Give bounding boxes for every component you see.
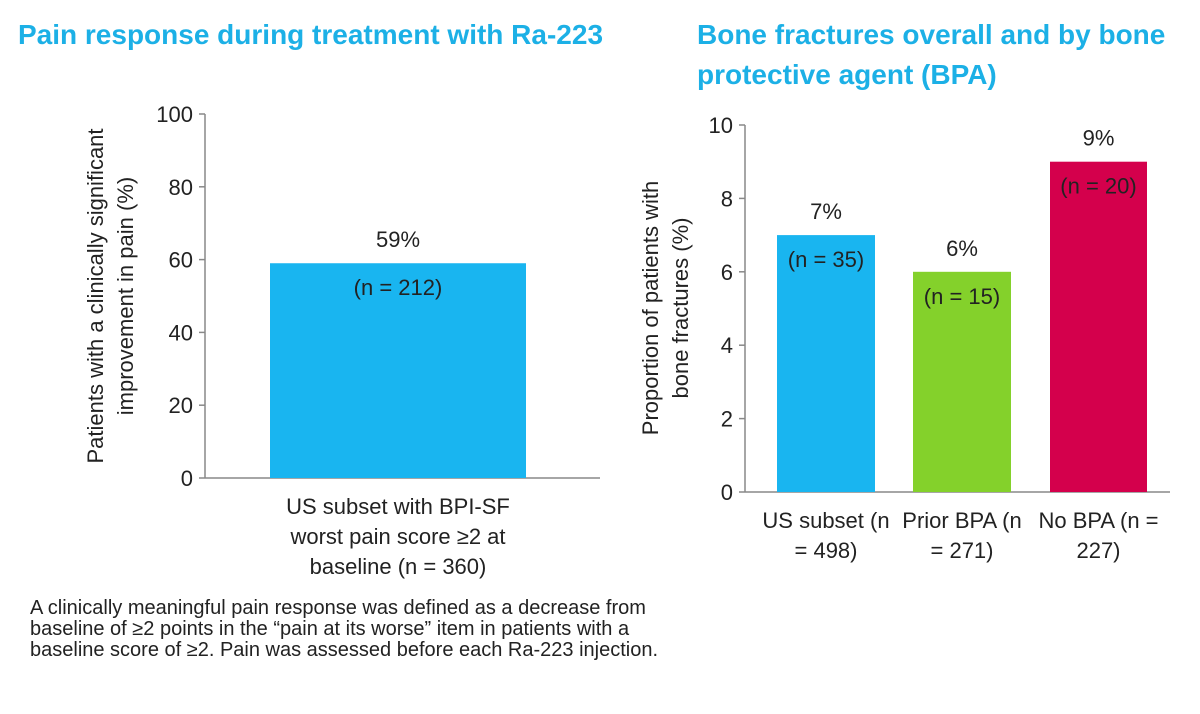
- value-label: 6%: [946, 236, 978, 261]
- text-line: bone fractures (%): [668, 218, 693, 399]
- text-line: Proportion of patients with: [638, 181, 663, 435]
- value-label: 7%: [810, 199, 842, 224]
- text-line: Bone fractures overall and by bone: [697, 19, 1165, 50]
- text-line: US subset with BPI-SF: [286, 494, 510, 519]
- y-tick-label: 60: [169, 248, 193, 273]
- bar: [1050, 161, 1147, 492]
- y-axis-label: Proportion of patients with bone fracture…: [638, 181, 693, 435]
- y-tick-label: 40: [169, 320, 193, 345]
- text-line: protective agent (BPA): [697, 59, 997, 90]
- y-tick-label: 4: [721, 333, 733, 358]
- text-line: Patients with a clinically significant: [83, 128, 108, 463]
- text-line: No BPA (n =: [1038, 508, 1158, 533]
- bar: [913, 271, 1011, 492]
- bar-annotation: (n = 15): [924, 284, 1000, 309]
- text-line: Prior BPA (n: [902, 508, 1021, 533]
- chart-title: Bone fractures overall and by bone protec…: [697, 19, 1165, 90]
- y-tick-label: 2: [721, 407, 733, 432]
- chart: Pain response during treatment with Ra-2…: [18, 19, 603, 579]
- y-tick-label: 8: [721, 186, 733, 211]
- x-tick-label: US subset with BPI-SF worst pain score ≥2…: [286, 494, 510, 579]
- chart-title: Pain response during treatment with Ra-2…: [18, 19, 603, 50]
- y-tick-label: 0: [181, 466, 193, 491]
- text-line: worst pain score ≥2 at: [289, 524, 505, 549]
- bar-annotation: (n = 35): [788, 247, 864, 272]
- x-tick-label: No BPA (n = 227): [1038, 508, 1158, 563]
- text-line: 227): [1076, 538, 1120, 563]
- y-tick-label: 6: [721, 260, 733, 285]
- y-axis-label: Patients with a clinically significant im…: [83, 128, 138, 463]
- x-tick-label: Prior BPA (n = 271): [902, 508, 1021, 563]
- bar: [270, 263, 526, 478]
- footnote: A clinically meaningful pain response wa…: [30, 597, 659, 661]
- text-line: improvement in pain (%): [113, 177, 138, 415]
- y-tick-label: 20: [169, 393, 193, 418]
- text-line: baseline (n = 360): [310, 554, 487, 579]
- text-line: US subset (n: [762, 508, 889, 533]
- y-tick-label: 0: [721, 480, 733, 505]
- text-line: = 498): [795, 538, 858, 563]
- x-tick-label: US subset (n = 498): [762, 508, 889, 563]
- y-tick-label: 80: [169, 175, 193, 200]
- bar: [777, 235, 875, 492]
- value-label: 59%: [376, 227, 420, 252]
- bar-annotation: (n = 212): [354, 275, 443, 300]
- y-tick-label: 10: [709, 113, 733, 138]
- value-label: 9%: [1083, 126, 1115, 151]
- y-tick-label: 100: [156, 102, 193, 127]
- bar-annotation: (n = 20): [1060, 174, 1136, 199]
- chart: Bone fractures overall and by bone protec…: [638, 19, 1170, 563]
- text-line: Pain response during treatment with Ra-2…: [18, 19, 603, 50]
- text-line: = 271): [931, 538, 994, 563]
